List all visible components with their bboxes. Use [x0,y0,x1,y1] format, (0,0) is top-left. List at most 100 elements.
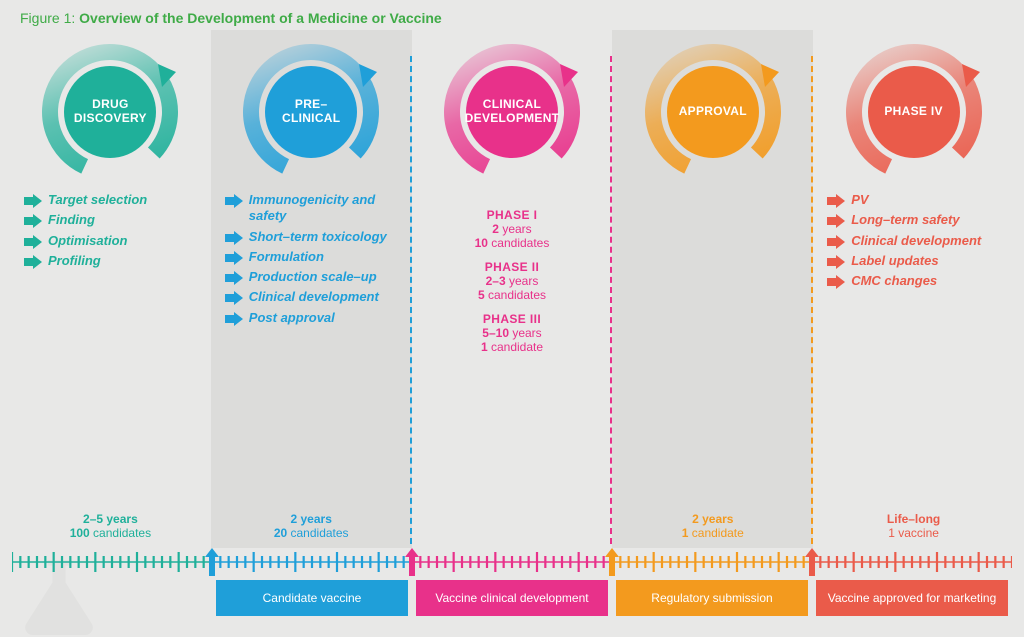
bullet-text: Short–term toxicology [249,229,404,245]
circular-arrow-icon: PRE–CLINICAL [241,42,381,182]
bullet-text: Finding [48,212,203,228]
arrow-icon [827,255,845,269]
bullet-text: CMC changes [851,273,1006,289]
bullet-text: Target selection [48,192,203,208]
stage-label: APPROVAL [643,42,783,182]
bullet-item: Short–term toxicology [225,229,404,245]
arrow-icon [24,255,42,269]
bullet-text: Post approval [249,310,404,326]
stage-bar: Regulatory submission [616,580,808,616]
ruler-arrow-icon [405,548,419,576]
stage-bar-label: Candidate vaccine [263,591,362,605]
summary-count: 1 candidate [612,526,813,540]
subphase-count: 1 candidate [420,340,605,354]
bullet-item: Clinical development [827,233,1006,249]
summary-count: 1 vaccine [813,526,1014,540]
arrow-icon [827,275,845,289]
stage-label: DRUG DISCOVERY [40,42,180,182]
bullet-list: Target selection Finding Optimisation Profi… [24,192,203,269]
bullet-item: Finding [24,212,203,228]
bullet-item: Long–term safety [827,212,1006,228]
bar-slot: Vaccine approved for marketing [812,580,1012,620]
bullet-item: Post approval [225,310,404,326]
circular-arrow-icon: APPROVAL [643,42,783,182]
bullet-item: Formulation [225,249,404,265]
bullet-item: Production scale–up [225,269,404,285]
stage-bar: Vaccine clinical development [416,580,608,616]
stage-summary: 2 years20 candidates [211,512,412,540]
bar-slot: Candidate vaccine [212,580,412,620]
stage-bar-label: Regulatory submission [651,591,772,605]
arrow-icon [225,271,243,285]
subphase-title: PHASE II [420,260,605,274]
bullet-text: Clinical development [249,289,404,305]
arrow-icon [24,214,42,228]
subphase: PHASE I2 years10 candidates [420,208,605,250]
circular-arrow-icon: DRUG DISCOVERY [40,42,180,182]
stage-divider [610,56,612,544]
bullet-item: PV [827,192,1006,208]
arrow-icon [225,194,243,208]
subphase-years: 5–10 years [420,326,605,340]
subphase: PHASE II2–3 years5 candidates [420,260,605,302]
ruler-segment [812,548,1012,576]
arrow-icon [24,235,42,249]
stage-approval: APPROVAL 2 years1 candidate [612,30,813,548]
summary-years: Life–long [813,512,1014,526]
ruler-arrow-icon [605,548,619,576]
ruler-segment [12,548,212,576]
bullet-item: Label updates [827,253,1006,269]
timeline-ruler [12,548,1012,576]
subphase-years: 2–3 years [420,274,605,288]
bullet-text: Formulation [249,249,404,265]
stage-label: PHASE IV [844,42,984,182]
stages-row: DRUG DISCOVERY Target selection Finding Opt… [0,30,1024,548]
arrow-icon [225,251,243,265]
stage-label: CLINICAL DEVELOPMENT [442,42,582,182]
ruler-segment [612,548,812,576]
stage-label: PRE–CLINICAL [241,42,381,182]
stage-divider [811,56,813,544]
arrow-icon [827,235,845,249]
arrow-icon [225,312,243,326]
stage-summary: Life–long1 vaccine [813,512,1014,540]
subphase-years: 2 years [420,222,605,236]
summary-years: 2 years [211,512,412,526]
bullet-text: Label updates [851,253,1006,269]
bullet-item: Optimisation [24,233,203,249]
circular-arrow-icon: PHASE IV [844,42,984,182]
summary-years: 2 years [612,512,813,526]
bullet-item: Target selection [24,192,203,208]
bullet-item: CMC changes [827,273,1006,289]
circular-arrow-icon: CLINICAL DEVELOPMENT [442,42,582,182]
bullet-text: Clinical development [851,233,1006,249]
subphase: PHASE III5–10 years1 candidate [420,312,605,354]
arrow-icon [24,194,42,208]
arrow-icon [827,214,845,228]
bar-slot: Regulatory submission [612,580,812,620]
stage-bar-label: Vaccine approved for marketing [828,591,997,605]
summary-count: 20 candidates [211,526,412,540]
stage-divider [410,56,412,544]
bullet-text: Immunogenicity and safety [249,192,404,225]
bullet-list: Immunogenicity and safety Short–term toxi… [225,192,404,326]
bullet-item: Immunogenicity and safety [225,192,404,225]
figure-label: Figure 1: [20,10,75,26]
subphase-title: PHASE III [420,312,605,326]
figure-title: Figure 1: Overview of the Development of… [0,0,1024,30]
bullet-list: PV Long–term safety Clinical development La… [827,192,1006,289]
stage-bar-label: Vaccine clinical development [435,591,588,605]
stage-summary: 2 years1 candidate [612,512,813,540]
stage-summary: 2–5 years100 candidates [10,512,211,540]
figure-text: Overview of the Development of a Medicin… [79,10,442,26]
stage-clinical: CLINICAL DEVELOPMENT PHASE I2 years10 can… [412,30,613,548]
subphase-list: PHASE I2 years10 candidates PHASE II2–3 y… [420,208,605,354]
stage-badge: DRUG DISCOVERY [18,42,203,182]
bullet-text: Profiling [48,253,203,269]
bar-slot: Vaccine clinical development [412,580,612,620]
ruler-arrow-icon [805,548,819,576]
stage-discovery: DRUG DISCOVERY Target selection Finding Opt… [10,30,211,548]
subphase-count: 5 candidates [420,288,605,302]
bullet-item: Profiling [24,253,203,269]
arrow-icon [827,194,845,208]
